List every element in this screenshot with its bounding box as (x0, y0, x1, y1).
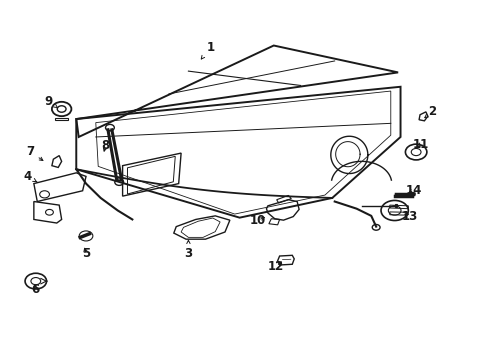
Text: 5: 5 (81, 247, 90, 260)
Text: 9: 9 (44, 95, 58, 108)
Text: 10: 10 (249, 214, 266, 227)
Text: 12: 12 (267, 260, 284, 273)
Text: 14: 14 (405, 184, 422, 197)
Text: 2: 2 (424, 105, 435, 118)
Text: 11: 11 (412, 138, 428, 150)
Text: 8: 8 (101, 139, 109, 152)
Text: 6: 6 (32, 283, 40, 296)
Text: 7: 7 (26, 145, 43, 161)
Text: 13: 13 (400, 210, 417, 223)
Text: 3: 3 (184, 240, 192, 260)
Text: 1: 1 (201, 41, 214, 59)
Text: 4: 4 (23, 170, 37, 183)
